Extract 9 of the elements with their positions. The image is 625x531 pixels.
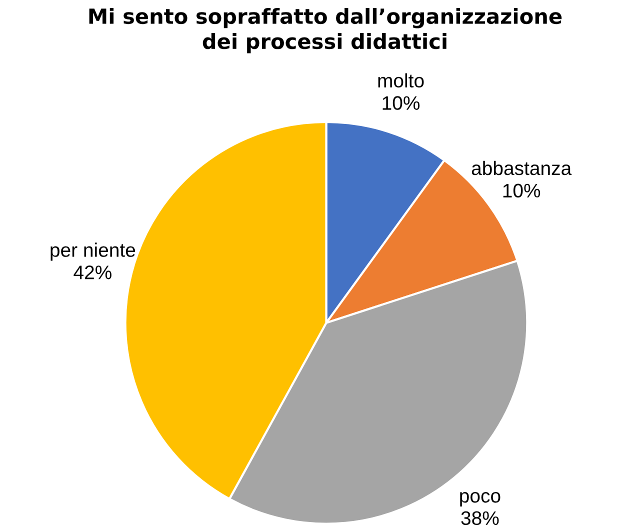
slice-label: molto (378, 73, 424, 88)
slice-label: poco (460, 492, 500, 507)
chart-title: Mi sento sopraffatto dall’organizzazione dei processi didattici (89, 8, 562, 54)
slice-label: abbastanza (472, 160, 572, 176)
slice-label: per niente (50, 242, 136, 261)
data-label: 10% (382, 96, 420, 110)
data-label: 10% (503, 184, 540, 198)
data-label: 38% (461, 511, 499, 526)
data-label: 42% (74, 266, 112, 280)
